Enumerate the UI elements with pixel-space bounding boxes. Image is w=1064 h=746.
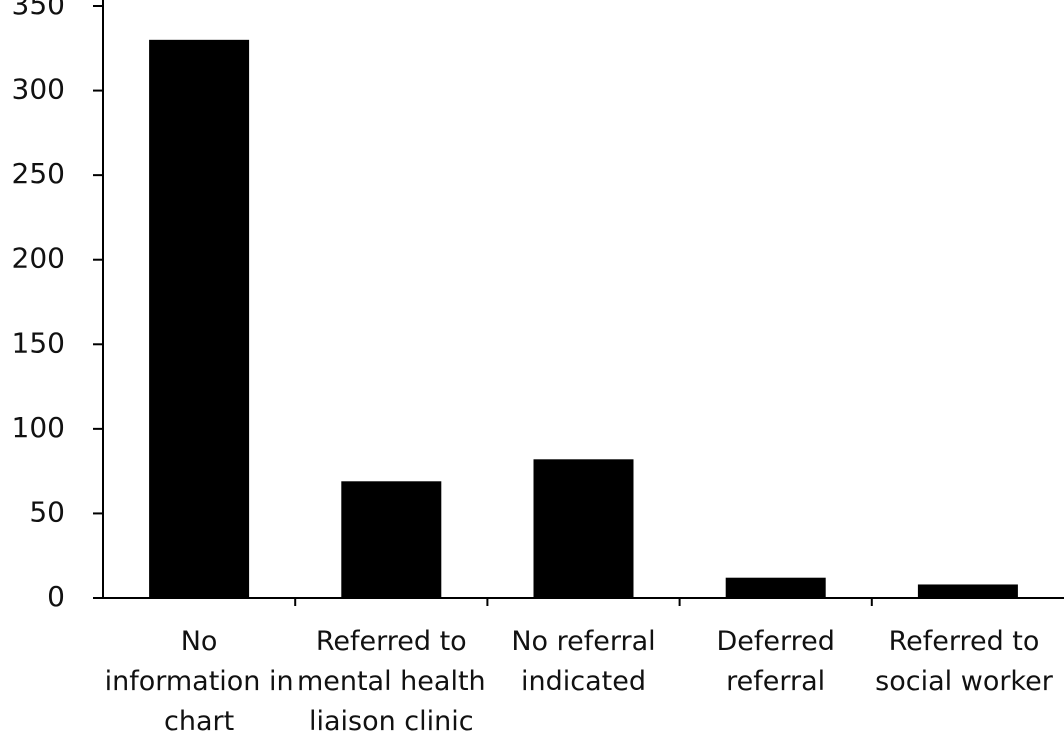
x-tick-label: Referred to social worker (875, 626, 1053, 697)
y-tick-label: 250 (12, 157, 65, 190)
y-tick-label: 0 (47, 580, 65, 613)
bar (149, 39, 250, 599)
bar (341, 481, 442, 598)
x-tick-label: Referred to mental health liaison clinic (296, 626, 486, 737)
bar (533, 459, 634, 598)
y-tick-label: 50 (29, 495, 65, 528)
bar (725, 577, 826, 598)
bar (917, 584, 1018, 598)
y-tick-label: 100 (12, 411, 65, 444)
y-tick-label: 350 (12, 0, 65, 21)
x-tick-label: No information in chart (104, 626, 294, 737)
x-tick-label: Deferred referral (716, 626, 835, 697)
y-tick-label: 200 (12, 242, 65, 275)
x-tick-label: No referral indicated (511, 626, 656, 697)
y-tick-label: 300 (12, 73, 65, 106)
y-tick-label: 150 (12, 326, 65, 359)
